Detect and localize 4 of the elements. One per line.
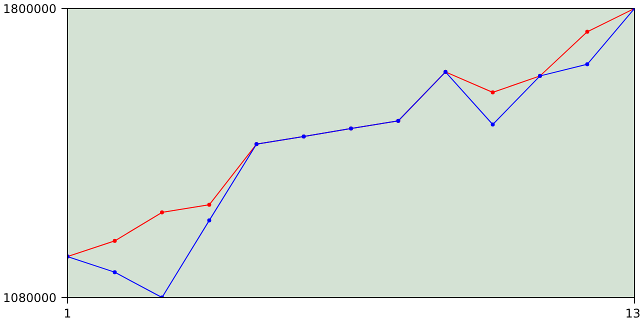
x-tick-label: 1	[64, 306, 72, 320]
y-tick-label: 1080000	[3, 291, 57, 305]
y-tick-label: 1800000	[3, 2, 57, 16]
x-tick-label: 13	[625, 306, 640, 320]
